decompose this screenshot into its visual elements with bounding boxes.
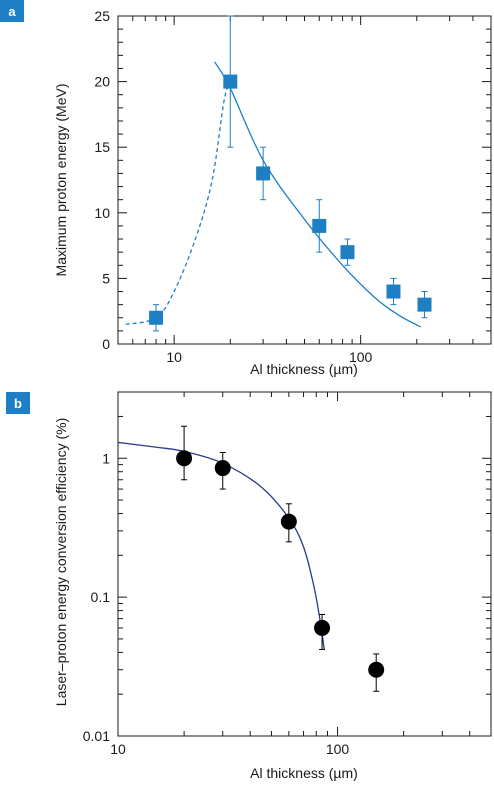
y-tick-label: 0.01 bbox=[83, 728, 110, 744]
data-point-circle bbox=[314, 619, 331, 636]
y-tick-label: 15 bbox=[94, 139, 110, 155]
data-point-square bbox=[340, 245, 355, 260]
panel-a-curves bbox=[125, 61, 422, 328]
x-tick-label: 10 bbox=[110, 741, 126, 757]
data-point-circle bbox=[214, 460, 231, 477]
dashed-curve bbox=[125, 81, 231, 325]
panel-a: a 10 100 0 5 10 15 20 25 Al thickness (µm) Maxi… bbox=[0, 0, 492, 377]
y-tick-label: 0.1 bbox=[91, 589, 111, 605]
panel-b-ticks: 10 100 0.01 0.1 1 bbox=[83, 391, 492, 757]
data-point-square bbox=[256, 166, 271, 181]
panel-a-badge bbox=[0, 0, 24, 22]
data-point-square bbox=[417, 297, 432, 312]
data-point-circle bbox=[176, 450, 193, 467]
panel-a-points bbox=[149, 15, 432, 332]
x-tick-label: 100 bbox=[326, 741, 350, 757]
panel-b-plot-frame bbox=[117, 391, 492, 737]
fit-curve bbox=[117, 441, 325, 650]
y-tick-label: 1 bbox=[102, 450, 110, 466]
data-point-circle bbox=[368, 661, 385, 678]
panel-a-y-axis-label: Maximum proton energy (MeV) bbox=[53, 84, 69, 277]
panel-b-curves bbox=[117, 441, 325, 650]
panel-b: b 10 100 0.01 0.1 1 Al thickness (µm) Laser–… bbox=[6, 391, 492, 781]
y-tick-label: 25 bbox=[94, 8, 110, 24]
panel-a-ticks: 10 100 0 5 10 15 20 25 bbox=[94, 8, 492, 365]
data-point-circle bbox=[280, 513, 297, 530]
y-tick-label: 5 bbox=[102, 270, 110, 286]
panel-a-letter: a bbox=[8, 4, 16, 19]
panel-b-letter: b bbox=[14, 396, 22, 411]
data-point-square bbox=[149, 310, 164, 325]
panel-b-points bbox=[176, 425, 385, 692]
x-tick-label: 10 bbox=[166, 349, 182, 365]
x-tick-label: 100 bbox=[349, 349, 373, 365]
panel-a-plot-frame bbox=[117, 15, 492, 345]
y-tick-label: 10 bbox=[94, 205, 110, 221]
data-point-square bbox=[223, 74, 238, 89]
data-point-square bbox=[386, 284, 401, 299]
data-point-square bbox=[312, 218, 327, 233]
y-tick-label: 0 bbox=[102, 336, 110, 352]
panel-a-x-axis-label: Al thickness (µm) bbox=[250, 361, 358, 377]
panel-b-y-axis-label: Laser–proton energy conversion efficienc… bbox=[53, 418, 69, 706]
panel-b-x-axis-label: Al thickness (µm) bbox=[250, 765, 358, 781]
panel-b-badge bbox=[6, 392, 30, 414]
y-tick-label: 20 bbox=[94, 74, 110, 90]
